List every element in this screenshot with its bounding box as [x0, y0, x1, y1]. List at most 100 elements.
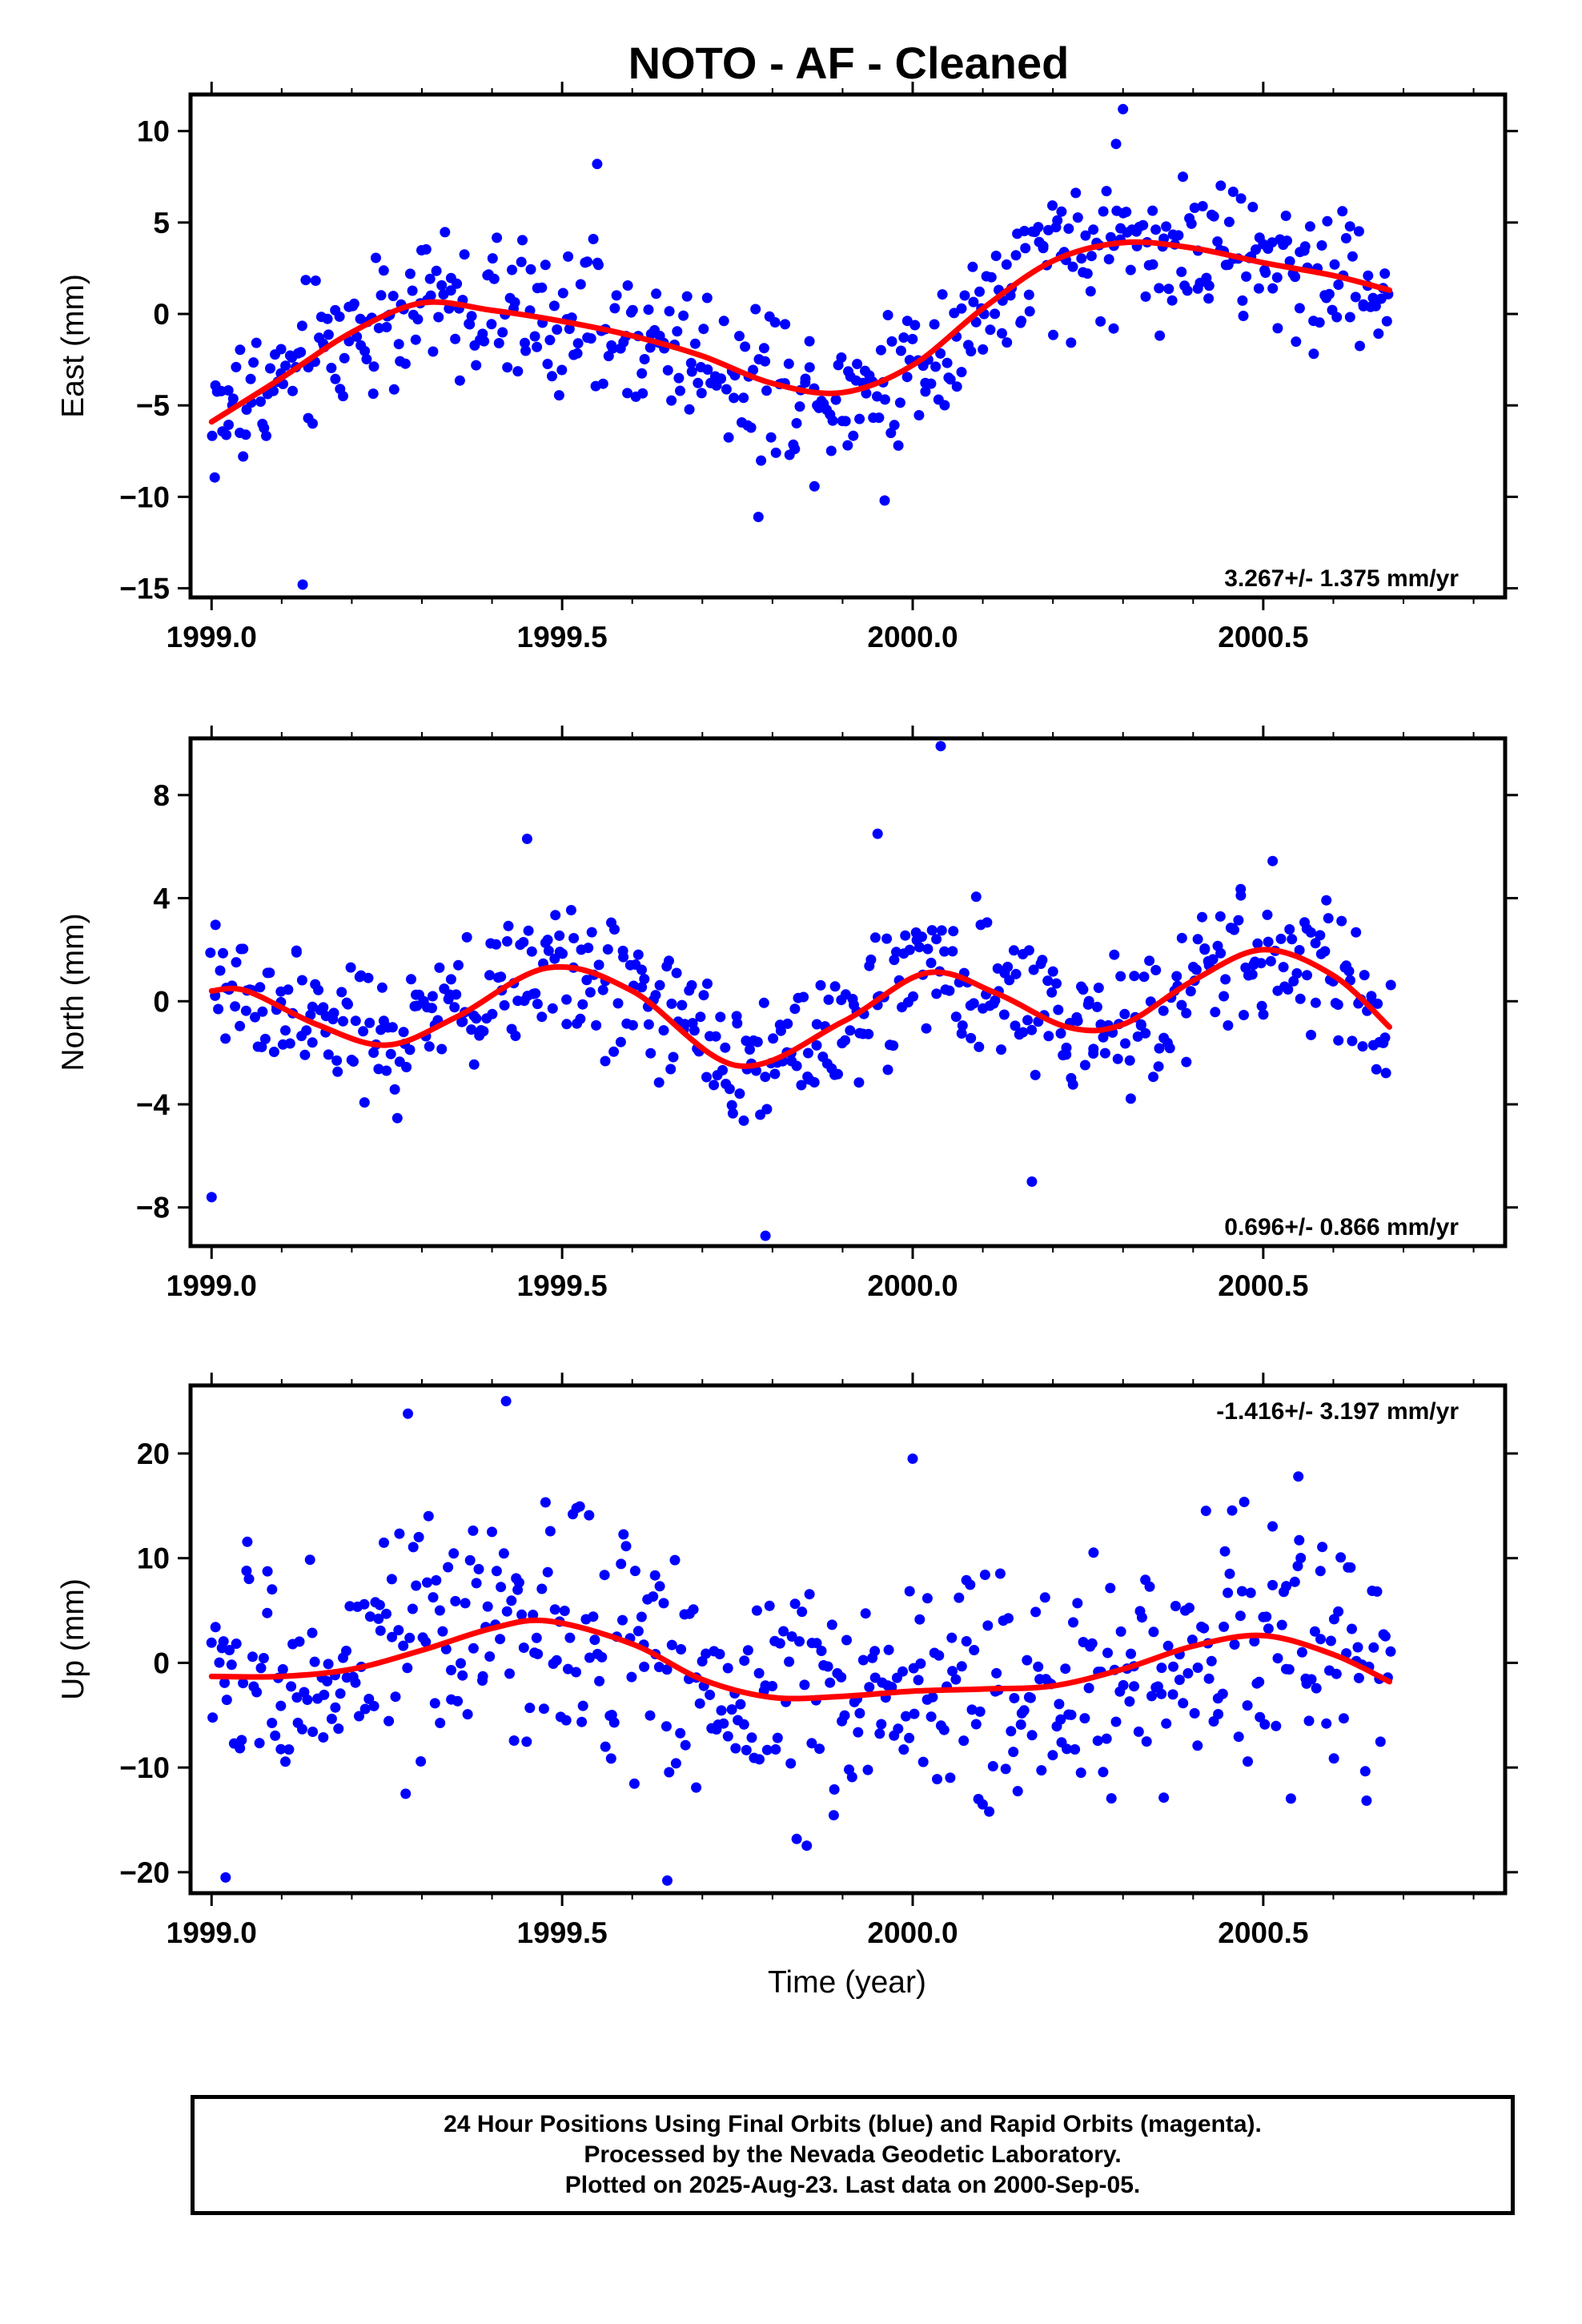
data-point — [500, 1396, 512, 1407]
data-point — [1022, 1015, 1033, 1026]
data-point — [256, 1041, 267, 1052]
data-point — [889, 955, 900, 966]
data-point — [420, 1636, 432, 1647]
data-point — [1162, 1640, 1174, 1651]
data-point — [748, 364, 759, 376]
data-point — [336, 987, 347, 998]
data-point — [1262, 909, 1273, 920]
y-tick-label: 0 — [153, 1647, 170, 1679]
data-point — [1167, 1689, 1178, 1700]
data-point — [1267, 855, 1279, 866]
data-point — [512, 366, 524, 377]
data-point — [1129, 971, 1140, 982]
data-point — [532, 999, 543, 1010]
data-point — [639, 1661, 650, 1672]
y-tick-label: −5 — [136, 389, 170, 422]
data-point — [721, 384, 732, 395]
data-point — [758, 343, 769, 354]
data-point — [1203, 280, 1215, 292]
data-point — [1199, 1622, 1210, 1634]
data-point — [1311, 1683, 1322, 1694]
data-point — [954, 1592, 965, 1603]
data-point — [822, 1661, 833, 1672]
data-point — [364, 1017, 375, 1028]
data-point — [404, 1632, 416, 1643]
data-point — [1306, 1029, 1316, 1040]
data-point — [435, 1718, 446, 1728]
data-point — [1174, 1675, 1185, 1686]
data-point — [926, 957, 937, 968]
data-point — [267, 1584, 278, 1595]
data-point — [1154, 330, 1166, 341]
data-point — [427, 991, 438, 1002]
data-point — [407, 1603, 418, 1614]
footer-line-1: 24 Hour Positions Using Final Orbits (bl… — [444, 2111, 1262, 2137]
data-point — [473, 1563, 484, 1574]
data-point — [789, 444, 801, 455]
data-point — [1323, 913, 1334, 924]
footer-line-3: Plotted on 2025-Aug-23. Last data on 200… — [564, 2172, 1141, 2198]
data-point — [452, 278, 463, 289]
data-point — [553, 390, 564, 401]
data-point — [571, 1667, 581, 1678]
data-point — [914, 1614, 926, 1625]
data-point — [679, 1019, 690, 1030]
data-point — [484, 1651, 496, 1662]
data-point — [1033, 1661, 1044, 1672]
data-point — [829, 981, 841, 992]
data-point — [636, 964, 647, 975]
data-point — [1075, 1767, 1086, 1779]
data-point — [403, 1408, 413, 1419]
data-point — [643, 304, 654, 316]
data-point — [1340, 233, 1351, 243]
data-point — [607, 343, 618, 354]
data-point — [257, 1006, 268, 1017]
data-point — [231, 361, 242, 372]
data-point — [653, 1077, 665, 1088]
data-point — [310, 275, 321, 286]
data-point — [774, 1638, 785, 1649]
data-point — [250, 1011, 260, 1023]
data-point — [760, 1072, 771, 1083]
data-point — [479, 336, 490, 347]
data-point — [1062, 1743, 1072, 1755]
data-point — [1000, 1763, 1011, 1775]
data-point — [830, 394, 841, 405]
data-point — [307, 1727, 319, 1737]
data-point — [1233, 915, 1244, 926]
data-point — [1310, 997, 1321, 1008]
data-point — [381, 1608, 391, 1619]
data-point — [547, 371, 557, 382]
data-point — [726, 1704, 737, 1715]
data-point — [1247, 969, 1258, 980]
data-point — [977, 1799, 988, 1810]
data-point — [1080, 230, 1091, 241]
data-point — [885, 428, 897, 439]
data-point — [1026, 1730, 1038, 1741]
panel-north: 1999.0 1999.5 2000.0 2000.5 8 4 0 −4 −8 North (mm… — [56, 726, 1518, 1302]
data-point — [751, 1605, 762, 1616]
data-point — [548, 300, 560, 312]
data-point — [554, 930, 565, 941]
data-points — [205, 741, 1396, 1241]
data-point — [876, 1719, 887, 1730]
data-point — [468, 1525, 479, 1536]
data-point — [814, 1743, 825, 1755]
data-point — [839, 1710, 850, 1721]
data-point — [1289, 1576, 1300, 1587]
data-point — [297, 579, 308, 590]
data-point — [1086, 251, 1097, 262]
data-point — [1133, 1726, 1144, 1737]
data-point — [1381, 316, 1392, 327]
data-point — [584, 987, 596, 998]
data-point — [354, 1711, 364, 1722]
data-point — [1263, 936, 1274, 947]
data-point — [482, 1601, 493, 1612]
data-point — [1102, 1647, 1113, 1659]
data-point — [544, 335, 556, 346]
data-point — [745, 422, 757, 433]
data-point — [388, 384, 400, 395]
data-point — [939, 946, 950, 957]
data-point — [1192, 1663, 1203, 1673]
